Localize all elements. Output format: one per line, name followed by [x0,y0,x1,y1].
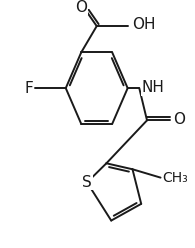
Text: O: O [75,0,87,15]
Text: OH: OH [132,17,156,32]
Text: F: F [24,81,33,96]
Text: NH: NH [141,80,164,95]
Text: O: O [173,112,185,127]
Text: CH₃: CH₃ [162,171,188,185]
Text: S: S [82,175,92,190]
